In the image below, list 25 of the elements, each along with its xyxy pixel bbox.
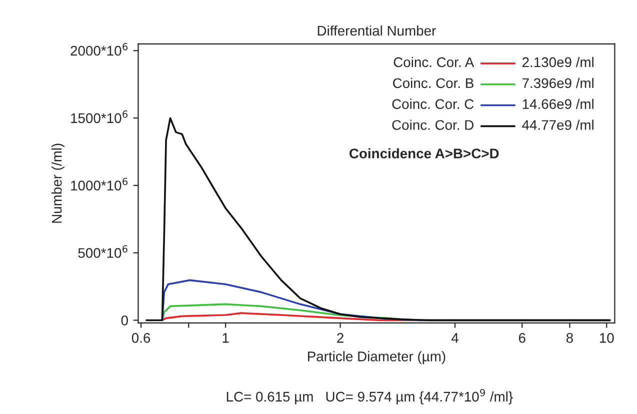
x-tick-label: 6	[518, 333, 526, 343]
annotation: Coincidence A>B>C>D	[350, 148, 499, 158]
x-tick-label: 1	[222, 333, 229, 343]
x-tick-label: 4	[451, 333, 458, 343]
y-tick-label: 1000*10$^{6}$	[71, 178, 128, 190]
annotation: 7.396e9 /ml	[522, 78, 594, 88]
legend-label: Coinc. Cor. D	[392, 120, 474, 130]
legend-label: Coinc. Cor. C	[392, 98, 474, 109]
y-axis-title: Number (/ml)	[52, 144, 64, 223]
text: LC= 0.615 µm UC= 9.574 µm {44.77*10$^{9}$ /ml}	[226, 388, 513, 404]
x-tick-label: 10	[600, 333, 614, 343]
x-tick-label: 8	[566, 333, 573, 343]
annotation: 14.66e9 /ml	[522, 98, 594, 109]
legend-label: Coinc. Cor. B	[393, 78, 474, 88]
x-axis-title: Particle Diameter (µm)	[308, 351, 446, 364]
annotation: 44.77e9 /ml	[522, 120, 594, 130]
legend-label: Coinc. Cor. A	[394, 56, 474, 68]
x-tick-label: 0.6	[132, 333, 150, 343]
y-tick-label: 500*10$^{6}$	[78, 245, 128, 258]
y-tick-label: 0	[121, 316, 128, 326]
chart-title: Differential Number	[318, 25, 436, 36]
x-tick-label: 2	[337, 333, 344, 343]
y-tick-label: 2000*10$^{6}$	[70, 43, 128, 56]
annotation: 2.130e9 /ml	[522, 56, 594, 68]
y-tick-label: 1500*10$^{6}$	[71, 110, 128, 124]
